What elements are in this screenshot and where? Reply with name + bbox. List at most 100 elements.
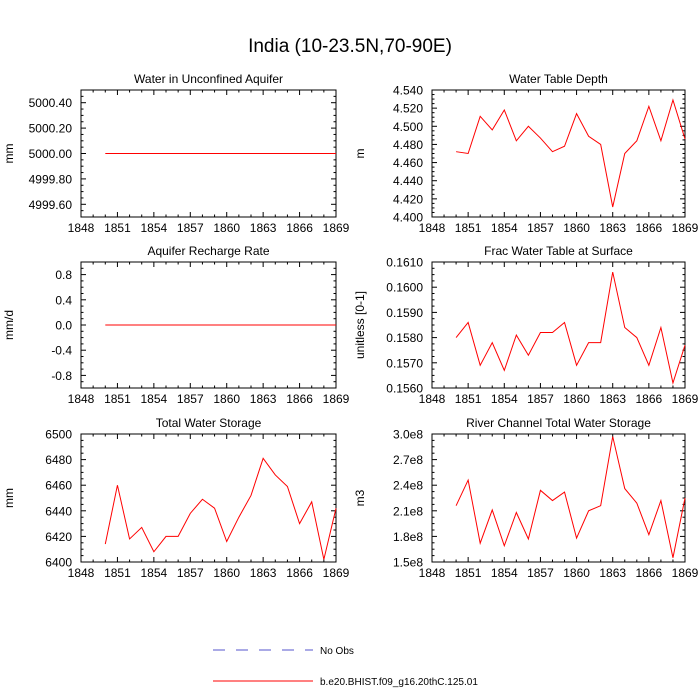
x-tick-label: 1851 [455,566,482,580]
x-tick-label: 1866 [636,221,663,235]
y-tick-label: 0.1580 [386,331,423,345]
y-tick-label: 4.400 [393,211,423,225]
x-tick-label: 1848 [419,392,446,406]
x-tick-label: 1869 [672,566,699,580]
y-axis-label: mm/d [2,310,16,340]
chart-panel-3: Aquifer Recharge Rate mm/d 1848 1851 1854 185… [2,244,350,406]
x-tick-label: 1857 [177,221,204,235]
y-tick-label: 0.0 [55,319,72,333]
x-tick-label: 1869 [672,392,699,406]
x-tick-label: 1866 [636,566,663,580]
y-tick-label: 5000.00 [29,147,73,161]
series-line [455,436,686,558]
x-tick-label: 1848 [68,566,95,580]
series-line [456,98,686,208]
x-tick-label: 1866 [286,392,313,406]
figure-title: India (10-23.5N,70-90E) [248,36,452,57]
y-tick-label: 2.4e8 [393,479,423,493]
series-line [104,457,337,560]
y-tick-label: 3.0e8 [393,428,423,442]
x-tick-label: 1851 [104,566,131,580]
y-tick-label: 1.8e8 [393,530,423,544]
x-tick-label: 1857 [527,221,554,235]
y-tick-label: 6400 [45,556,72,570]
y-tick-label: 0.1600 [386,281,423,295]
x-tick-label: 1848 [419,566,446,580]
x-tick-label: 1863 [599,221,626,235]
y-tick-label: 0.8 [55,268,72,282]
plot-frame [431,433,686,563]
plot-frame [80,433,337,563]
y-axis-label: mm [2,144,16,164]
x-tick-label: 1863 [250,392,277,406]
panel-title: Frac Water Table at Surface [484,244,633,258]
x-tick-label: 1854 [141,392,168,406]
x-tick-label: 1851 [455,392,482,406]
y-tick-label: 4999.80 [29,172,73,186]
y-tick-label: 6460 [45,479,72,493]
x-tick-label: 1851 [104,392,131,406]
y-tick-label: 0.1570 [386,356,423,370]
x-tick-label: 1854 [491,221,518,235]
y-tick-label: 4.520 [393,102,423,116]
y-tick-label: -0.8 [51,369,72,383]
x-tick-label: 1869 [323,392,350,406]
x-tick-label: 1866 [286,221,313,235]
x-tick-label: 1854 [141,221,168,235]
x-tick-label: 1860 [213,221,240,235]
y-tick-label: 4999.60 [29,198,73,212]
x-tick-label: 1857 [527,566,554,580]
x-tick-label: 1860 [563,566,590,580]
chart-panel-1: Water in Unconfined Aquifer mm 1848 1851 185… [2,72,350,235]
panel-title: Total Water Storage [156,416,262,430]
plot-frame [431,261,686,389]
y-tick-label: 4.500 [393,120,423,134]
x-tick-label: 1851 [104,221,131,235]
y-tick-label: 0.1560 [386,382,423,396]
y-tick-label: 1.5e8 [393,556,423,570]
x-tick-label: 1857 [177,566,204,580]
panel-title: River Channel Total Water Storage [466,416,651,430]
x-tick-label: 1857 [527,392,554,406]
x-tick-label: 1854 [141,566,168,580]
x-tick-label: 1860 [213,392,240,406]
x-tick-label: 1869 [323,566,350,580]
x-tick-label: 1863 [250,221,277,235]
y-tick-label: 4.460 [393,156,423,170]
y-tick-label: 4.540 [393,84,423,98]
x-tick-label: 1860 [563,392,590,406]
x-tick-label: 1866 [286,566,313,580]
x-tick-label: 1863 [599,392,626,406]
x-tick-label: 1854 [491,392,518,406]
x-tick-label: 1863 [599,566,626,580]
y-tick-label: 6500 [45,428,72,442]
panel-title: Water Table Depth [509,72,608,86]
x-tick-label: 1857 [177,392,204,406]
chart-panel-2: Water Table Depth m 1848 1851 1854 1857 1860 18… [353,72,699,235]
x-tick-label: 1866 [636,392,663,406]
y-tick-label: 2.7e8 [393,453,423,467]
y-tick-label: 6480 [45,453,72,467]
x-tick-label: 1848 [68,392,95,406]
y-axis-label: m [353,149,367,159]
x-tick-label: 1869 [672,221,699,235]
x-tick-label: 1860 [563,221,590,235]
y-tick-label: 6440 [45,504,72,518]
y-axis-label: mm [2,488,16,508]
x-tick-label: 1854 [491,566,518,580]
y-tick-label: 0.4 [55,293,72,307]
x-tick-label: 1848 [68,221,95,235]
x-tick-label: 1851 [455,221,482,235]
legend-label: No Obs [320,646,354,657]
y-tick-label: -0.4 [51,344,72,358]
series-line [455,271,686,385]
y-tick-label: 4.420 [393,192,423,206]
y-tick-label: 0.1590 [386,306,423,320]
y-tick-label: 4.480 [393,138,423,152]
plot-frame [431,89,686,218]
legend: No Obs b.e20.BHIST.f09_g16.20thC.125.01 [213,646,478,688]
y-tick-label: 2.1e8 [393,504,423,518]
y-tick-label: 4.440 [393,174,423,188]
panel-title: Water in Unconfined Aquifer [134,72,283,86]
